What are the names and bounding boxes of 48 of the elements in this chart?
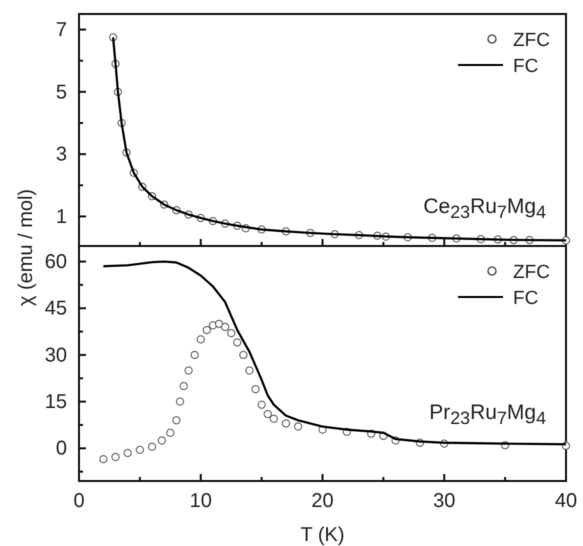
point xyxy=(166,428,174,437)
y-tick-label: 1 xyxy=(56,206,67,228)
point xyxy=(258,400,266,409)
legend-label: FC xyxy=(513,56,538,77)
y-tick-label: 7 xyxy=(56,18,67,41)
y-axis-title: χ (emu / mol) xyxy=(15,188,37,306)
x-tick-label: 40 xyxy=(554,490,578,512)
y-tick-label: 5 xyxy=(56,81,67,104)
point xyxy=(221,322,230,332)
point xyxy=(124,448,132,458)
point xyxy=(227,329,236,338)
x-tick-label: 20 xyxy=(311,490,334,512)
y-tick-label: 60 xyxy=(44,250,67,273)
y-tick-label: 30 xyxy=(44,344,67,366)
point xyxy=(202,326,211,334)
point xyxy=(111,452,120,462)
x-tick-label: 0 xyxy=(73,490,85,512)
point xyxy=(245,366,254,375)
point xyxy=(184,366,193,375)
x-tick-label: 30 xyxy=(433,490,456,512)
y-tick-label: 45 xyxy=(44,298,67,320)
point xyxy=(196,335,205,344)
annotation: Pr$_{23}$Ru$_{7}$Mg$_{4}$ xyxy=(429,401,546,428)
point xyxy=(148,442,156,451)
point xyxy=(214,320,224,328)
x-axis-title: T (K) xyxy=(300,524,345,546)
point xyxy=(158,436,166,445)
point xyxy=(251,385,260,394)
point xyxy=(180,382,188,390)
point xyxy=(270,414,278,423)
point xyxy=(172,416,180,424)
legend-label: ZFC xyxy=(513,262,550,283)
point xyxy=(136,446,144,454)
point xyxy=(282,419,290,428)
point xyxy=(190,350,199,360)
y-tick-label: 0 xyxy=(56,438,67,460)
x-tick-label: 10 xyxy=(190,490,212,512)
annotation: Ce$_{23}$Ru$_{7}$Mg$_{4}$ xyxy=(423,195,546,222)
point xyxy=(176,398,184,406)
legend-label: FC xyxy=(513,288,538,309)
point xyxy=(294,422,302,431)
point xyxy=(99,455,108,464)
point xyxy=(233,338,242,347)
y-tick-label: 15 xyxy=(44,391,67,414)
y-tick-label: 3 xyxy=(56,144,67,166)
legend-label: ZFC xyxy=(513,30,550,51)
point xyxy=(239,350,248,360)
point xyxy=(264,410,272,418)
